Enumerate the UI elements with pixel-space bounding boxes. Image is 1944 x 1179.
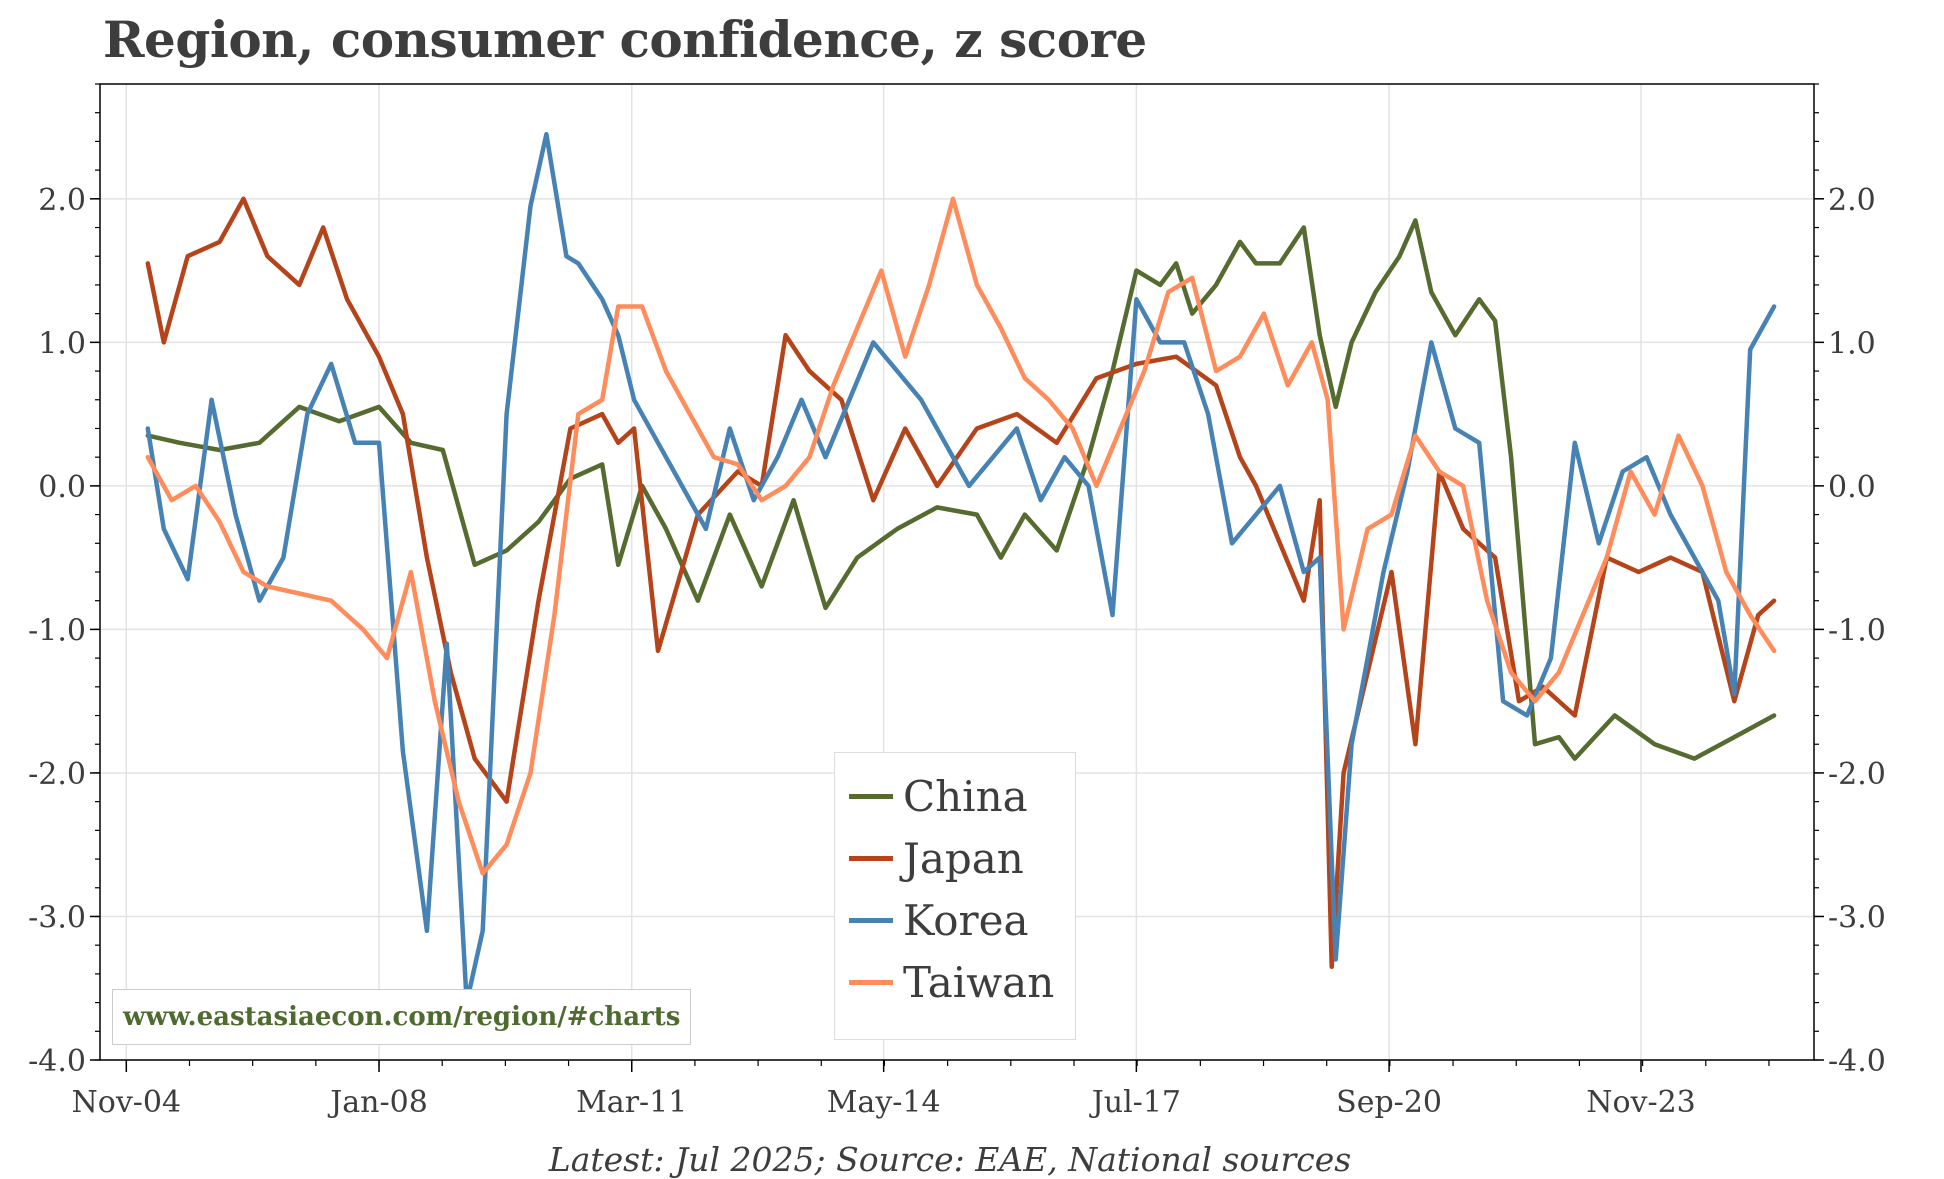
y-tick-label-right: -4.0 (1828, 1044, 1886, 1079)
series-lines (145, 131, 1777, 1005)
y-tick-label-right: -3.0 (1828, 900, 1886, 935)
x-tick-label: Mar-11 (576, 1085, 687, 1120)
y-tick-label-left: -4.0 (28, 1044, 86, 1079)
x-tick-label: Nov-04 (72, 1085, 182, 1120)
legend-item-china: China (849, 771, 1028, 821)
y-tick-label-right: 0.0 (1828, 470, 1876, 505)
legend-swatch-taiwan (849, 979, 893, 985)
y-tick-label-right: 1.0 (1828, 326, 1876, 361)
legend: China Japan Korea Taiwan (834, 752, 1076, 1040)
legend-item-japan: Japan (849, 833, 1024, 883)
legend-label-china: China (903, 771, 1028, 821)
watermark-text: www.eastasiaecon.com/region/#charts (123, 1002, 681, 1032)
series-line-china (145, 218, 1777, 761)
tick-labels: 2.0 2.0 1.0 1.0 0.0 0.0 -1.0 -1.0 -2.0 -2.0 -3.0 -3… (28, 183, 1886, 1120)
y-tick-label-left: -1.0 (28, 613, 86, 648)
x-tick-label: Nov-23 (1586, 1085, 1696, 1120)
series-line-taiwan (145, 196, 1777, 876)
series-line-korea (145, 131, 1777, 1005)
x-tick-label: May-14 (827, 1085, 941, 1120)
x-tick-label: Sep-20 (1336, 1085, 1442, 1120)
legend-swatch-korea (849, 917, 893, 923)
series-line-japan (145, 196, 1777, 969)
y-tick-label-left: 0.0 (38, 470, 86, 505)
source-note: Latest: Jul 2025; Source: EAE, National … (548, 1140, 1352, 1179)
legend-label-japan: Japan (903, 833, 1024, 883)
legend-label-taiwan: Taiwan (903, 957, 1055, 1007)
legend-swatch-japan (849, 855, 893, 861)
legend-item-korea: Korea (849, 895, 1029, 945)
y-tick-label-right: -2.0 (1828, 757, 1886, 792)
y-tick-label-left: -2.0 (28, 757, 86, 792)
y-tick-label-left: 2.0 (38, 183, 86, 218)
legend-item-taiwan: Taiwan (849, 957, 1054, 1007)
y-tick-label-right: 2.0 (1828, 183, 1876, 218)
legend-label-korea: Korea (903, 895, 1029, 945)
y-tick-label-left: -3.0 (28, 900, 86, 935)
legend-swatch-china (849, 793, 893, 799)
y-tick-label-right: -1.0 (1828, 613, 1886, 648)
y-tick-label-left: 1.0 (38, 326, 86, 361)
chart-title: Region, consumer confidence, z score (103, 10, 1147, 69)
x-tick-label: Jul-17 (1089, 1085, 1181, 1120)
x-tick-label: Jan-08 (327, 1085, 428, 1120)
axis-ticks (90, 83, 1824, 1072)
watermark-url: www.eastasiaecon.com/region/#charts (112, 989, 692, 1045)
